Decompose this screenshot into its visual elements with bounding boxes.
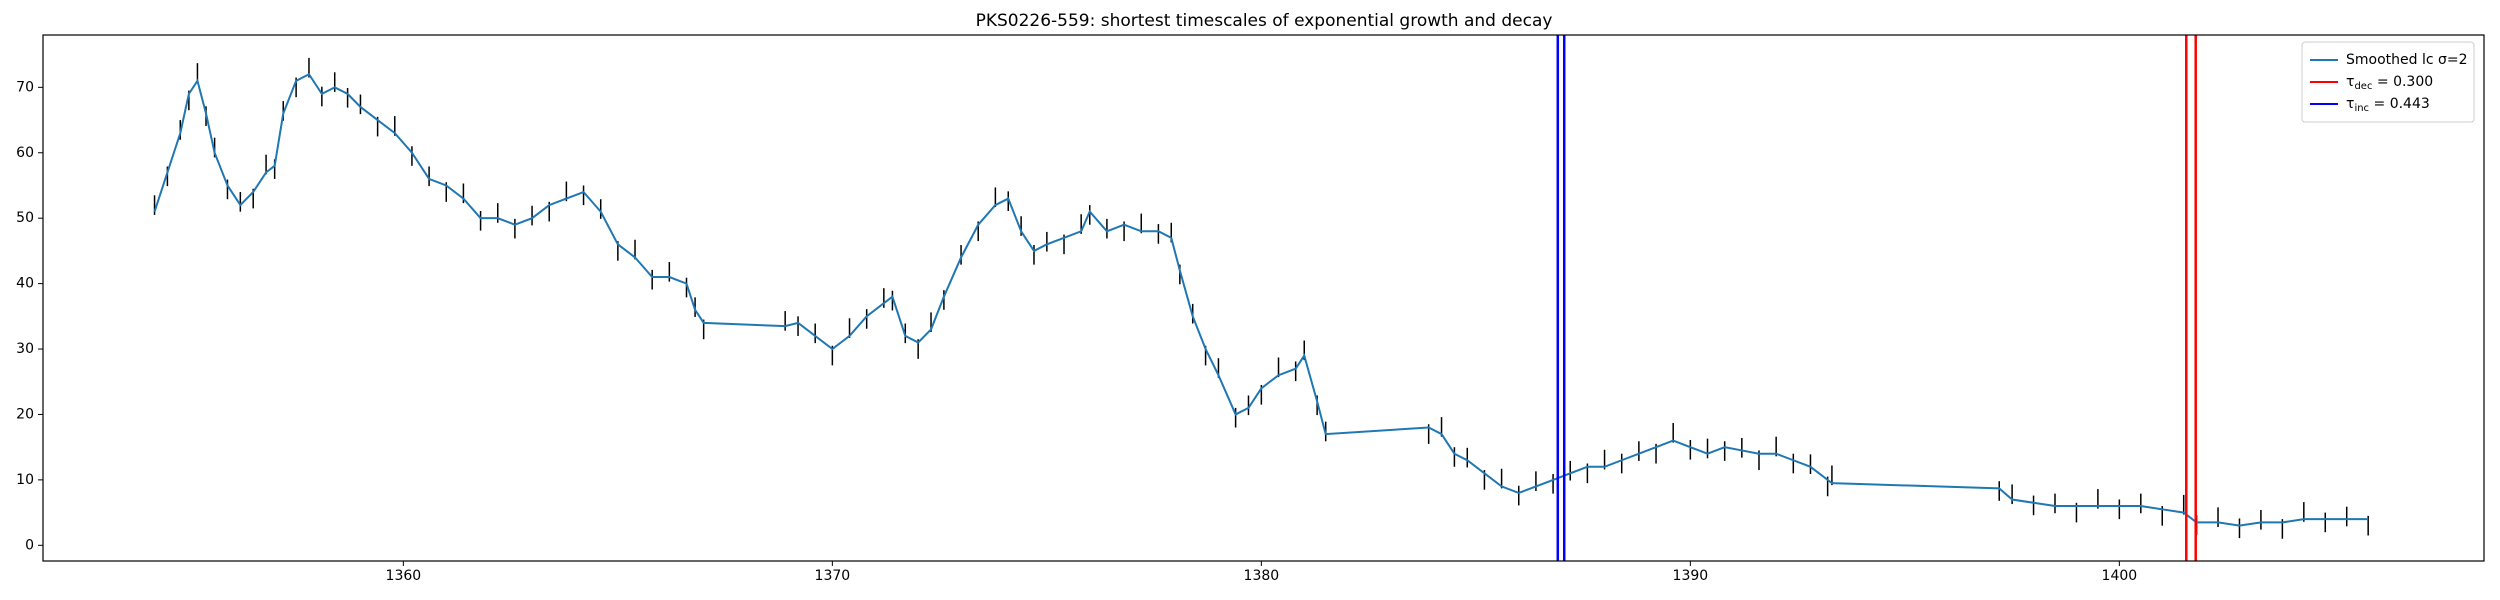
legend-label-part: inc — [2354, 103, 2369, 114]
y-tick-label: 40 — [16, 276, 34, 292]
y-tick-label: 0 — [25, 537, 34, 553]
smoothed-line — [153, 72, 2369, 527]
y-tick-label: 70 — [16, 79, 34, 95]
x-tick-label: 1390 — [1673, 568, 1709, 584]
legend-label: τinc = 0.443 — [2346, 96, 2430, 114]
x-tick-label: 1380 — [1244, 568, 1280, 584]
legend-label-part: τ — [2346, 96, 2354, 112]
y-tick-label: 30 — [16, 341, 34, 357]
y-tick-label: 50 — [16, 210, 34, 226]
chart-title: PKS0226-559: shortest timescales of expo… — [976, 11, 1553, 31]
y-tick-label: 20 — [16, 406, 34, 422]
plot-area — [153, 35, 2369, 561]
legend-frame — [2301, 41, 2475, 123]
legend-label: Smoothed lc σ=2 — [2346, 52, 2468, 68]
x-tick-label: 1400 — [2102, 568, 2138, 584]
y-tick-label: 10 — [16, 472, 34, 488]
axes-frame — [42, 34, 2485, 562]
legend-label: τdec = 0.300 — [2346, 74, 2433, 92]
legend-label-part: = 0.300 — [2372, 74, 2433, 90]
legend-label-part: τ — [2346, 74, 2354, 90]
legend-label-part: = 0.443 — [2369, 96, 2430, 112]
x-tick-label: 1370 — [815, 568, 851, 584]
x-tick-label: 1360 — [386, 568, 422, 584]
y-tick-label: 60 — [16, 145, 34, 161]
legend-label-part: dec — [2354, 81, 2372, 92]
